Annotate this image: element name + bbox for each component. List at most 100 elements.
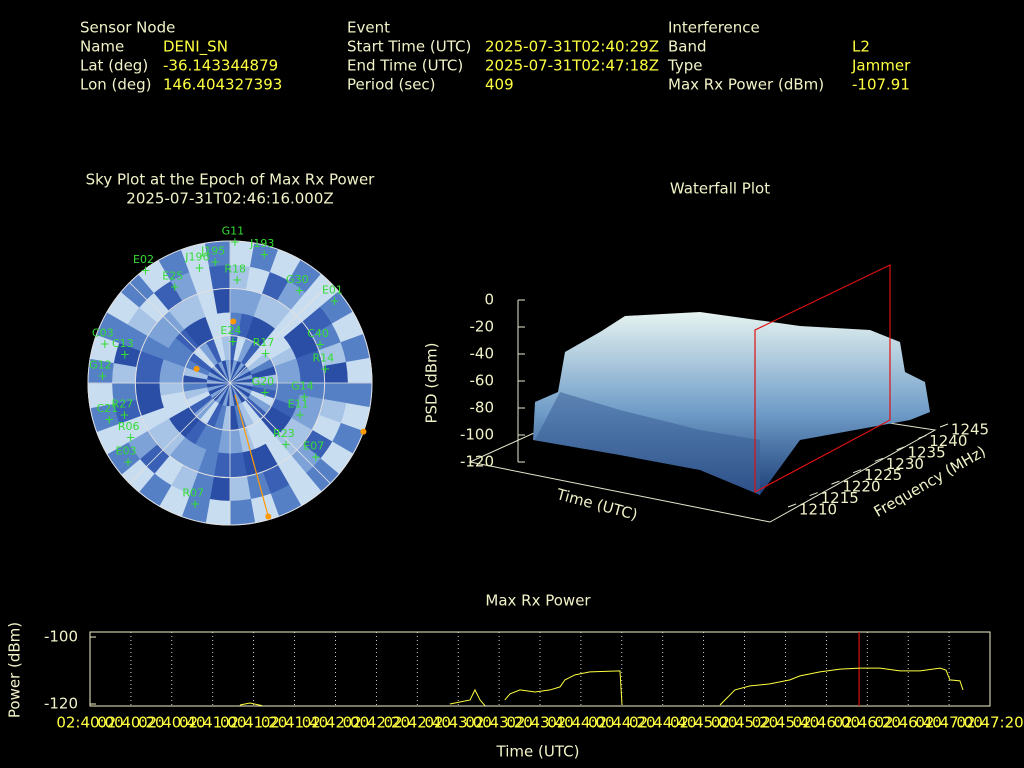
x-tick-label: 02:44:40 — [629, 714, 696, 732]
z-tick-label: -20 — [470, 318, 495, 336]
x-tick-label: 02:43:00 — [424, 714, 491, 732]
satellite-marker: + — [299, 390, 309, 404]
field-value: -107.91 — [852, 76, 910, 94]
header-title: Sensor Node — [80, 19, 175, 37]
satellite-label: E01 — [322, 283, 343, 296]
z-tick-label: -120 — [460, 453, 494, 471]
x-tick-label: 02:41:00 — [179, 714, 246, 732]
satellite-label: C03 — [92, 327, 114, 340]
x-tick-label: 02:42:40 — [384, 714, 451, 732]
field-label: End Time (UTC) — [347, 57, 463, 75]
azimuth-spoke — [129, 282, 231, 384]
z-tick-label: -80 — [470, 399, 495, 417]
field-value: 2025-07-31T02:40:29Z — [485, 38, 659, 56]
chart-title: Sky Plot at the Epoch of Max Rx Power — [86, 171, 376, 189]
y-tick-label: -100 — [44, 628, 78, 646]
field-label: Lat (deg) — [80, 57, 148, 75]
satellite-label: G14 — [291, 379, 314, 392]
x-tick-label: 02:45:20 — [711, 714, 778, 732]
satellite-label: R07 — [182, 486, 204, 499]
sky-cell — [229, 475, 252, 502]
satellite-marker: + — [190, 497, 200, 511]
satellite-marker: + — [210, 255, 220, 269]
satellite-label: E03 — [116, 445, 137, 458]
satellite-label: G20 — [252, 375, 275, 388]
satellite-label: G11 — [222, 225, 245, 238]
field-value: 146.404327393 — [163, 76, 282, 94]
satellite-label: E11 — [288, 398, 309, 411]
y-tick — [831, 480, 840, 485]
x-tick-label: 02:46:40 — [874, 714, 941, 732]
satellite-label: J193 — [249, 237, 274, 250]
epoch-plane — [754, 264, 891, 493]
x-tick-label: 02:41:20 — [220, 714, 287, 732]
z-tick-label: -60 — [470, 372, 495, 390]
z-tick-label: -100 — [460, 426, 494, 444]
satellite-label: J195 — [200, 244, 225, 257]
y-tick-label: 1220 — [842, 478, 880, 496]
field-label: Type — [667, 57, 702, 75]
y-tick-label: 1245 — [951, 421, 989, 439]
satellite-marker: + — [126, 431, 136, 445]
satellite-label: C21 — [96, 402, 118, 415]
x-axis-label: Time (UTC) — [496, 743, 580, 761]
header-title: Event — [347, 19, 390, 37]
y-tick-label: 1215 — [821, 489, 859, 507]
satellite-marker: + — [123, 455, 133, 469]
x-tick-label: 02:45:40 — [752, 714, 819, 732]
x-tick-label: 02:42:20 — [343, 714, 410, 732]
satellite-marker: + — [194, 261, 204, 275]
satellite-label: R23 — [273, 427, 295, 440]
z-axis-label: PSD (dBm) — [423, 342, 441, 423]
satellite-marker: + — [315, 337, 325, 351]
satellite-marker: + — [260, 386, 270, 400]
satellite-label: E25 — [162, 269, 183, 282]
x-tick-label: 02:44:20 — [588, 714, 655, 732]
y-tick-label: 1210 — [799, 501, 837, 519]
sky-cell — [345, 357, 373, 384]
z-tick-label: -40 — [470, 345, 495, 363]
waterfall-scene — [468, 264, 937, 523]
satellite-label: J196 — [184, 251, 209, 264]
satellite-label: E07 — [303, 440, 324, 453]
satellite-label: C13 — [112, 337, 134, 350]
x-tick-label: 02:43:40 — [506, 714, 573, 732]
satellite-label: R06 — [118, 420, 140, 433]
azimuth-spoke — [229, 382, 331, 484]
field-value: DENI_SN — [163, 38, 228, 57]
plot-frame — [89, 631, 991, 707]
y-tick — [809, 492, 818, 497]
azimuth-spoke — [129, 382, 231, 484]
x-tick-label: 02:42:00 — [302, 714, 369, 732]
y-tick-label: 1235 — [907, 443, 945, 461]
satellite-marker: + — [230, 235, 240, 249]
chart-title: Waterfall Plot — [670, 180, 770, 198]
header-title: Interference — [668, 19, 760, 37]
satellite-label: G30 — [286, 273, 309, 286]
power-line — [239, 667, 964, 707]
z-tick-label: 0 — [484, 291, 494, 309]
y-tick — [939, 423, 949, 428]
satellite-marker: + — [97, 369, 107, 383]
satellite-label: E24 — [220, 324, 241, 337]
satellite-marker: + — [170, 280, 180, 294]
y-tick — [896, 446, 905, 451]
satellite-marker: + — [228, 335, 238, 349]
satellite-label: C40 — [307, 327, 329, 340]
y-tick — [852, 469, 862, 474]
y-tick — [787, 503, 797, 508]
satellite-label: R17 — [253, 336, 275, 349]
satellite-marker: + — [329, 294, 339, 308]
y-tick — [874, 457, 884, 462]
x-tick-label: 02:41:40 — [261, 714, 328, 732]
x-tick-label: 02:47:00 — [915, 714, 982, 732]
satellite-label: R27 — [112, 397, 134, 410]
field-value: 2025-07-31T02:47:18Z — [485, 57, 659, 75]
y-tick — [918, 434, 927, 439]
satellite-label: G12 — [89, 358, 112, 371]
field-label: Max Rx Power (dBm) — [668, 76, 824, 94]
jammer-point — [265, 513, 272, 520]
y-tick-label: 1225 — [864, 466, 902, 484]
field-label: Name — [80, 38, 124, 56]
azimuth-spoke — [229, 282, 331, 384]
